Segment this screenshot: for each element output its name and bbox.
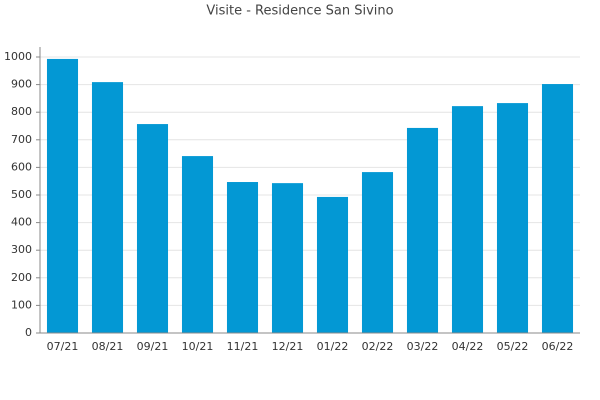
x-tick-label: 11/21 [227,340,259,353]
bar [226,182,259,333]
bar [496,103,529,333]
bar [316,196,349,333]
x-tick-label: 04/22 [452,340,484,353]
x-tick-label: 03/22 [407,340,439,353]
x-tick-label: 05/22 [497,340,529,353]
bar [181,156,214,333]
bar [361,172,394,333]
x-tick-label: 01/22 [317,340,349,353]
x-tick-label: 10/21 [182,340,214,353]
x-tick-label: 08/21 [92,340,124,353]
y-tick-label: 400 [11,216,32,229]
bar [46,58,79,333]
x-tick-label: 02/22 [362,340,394,353]
x-tick-label: 07/21 [47,340,79,353]
chart-title: Visite - Residence San Sivino [206,4,393,19]
y-tick-label: 300 [11,243,32,256]
bar [541,84,574,333]
bar [91,82,124,333]
bar [271,183,304,333]
y-tick-label: 600 [11,160,32,173]
bar [451,106,484,334]
x-tick-label: 12/21 [272,340,304,353]
y-tick-label: 900 [11,78,32,91]
x-tick-label: 09/21 [137,340,169,353]
y-tick-label: 700 [11,133,32,146]
y-tick-label: 100 [11,298,32,311]
y-tick-label: 200 [11,271,32,284]
x-tick-label: 06/22 [542,340,574,353]
y-tick-label: 500 [11,188,32,201]
bar [136,124,169,334]
y-tick-label: 1000 [4,50,32,63]
y-tick-label: 800 [11,105,32,118]
bar [406,127,439,333]
y-tick-label: 0 [25,326,32,339]
